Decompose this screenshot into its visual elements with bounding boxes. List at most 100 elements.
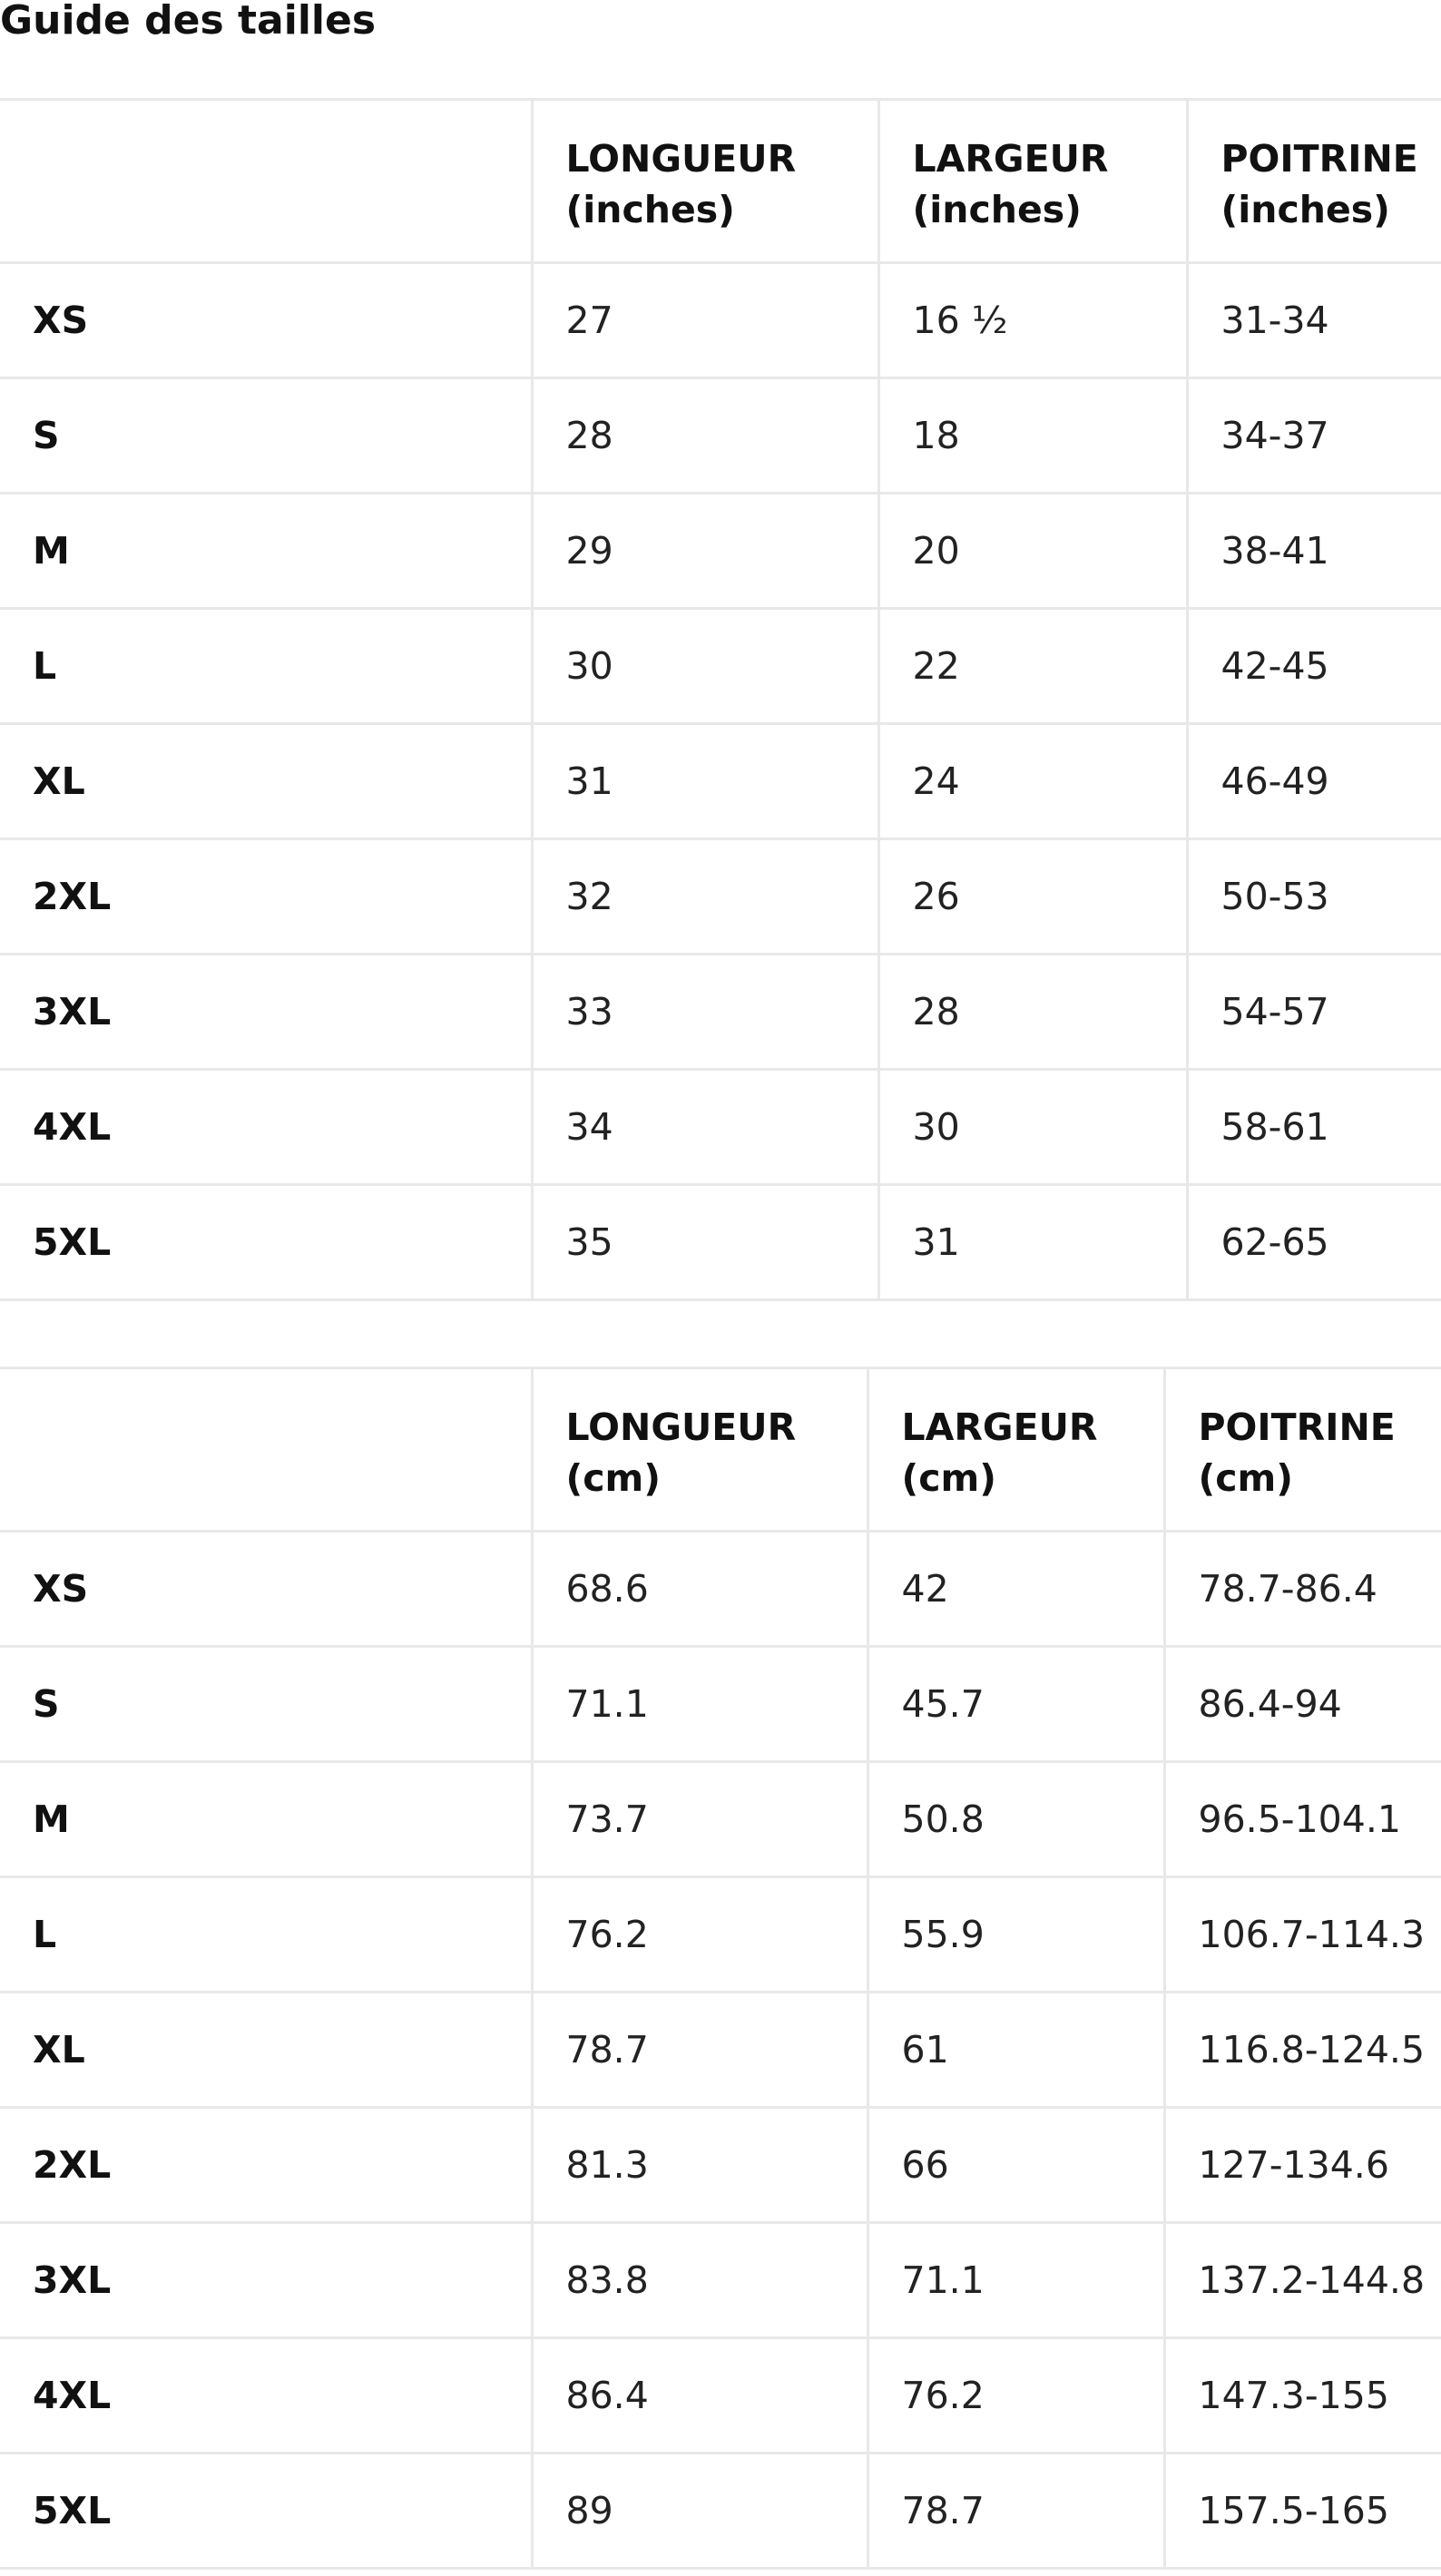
size-cell: XL bbox=[0, 1991, 534, 2109]
chest-cell: 137.2-144.8 bbox=[1162, 2221, 1441, 2339]
size-cell: S bbox=[0, 377, 534, 495]
length-cell: 86.4 bbox=[530, 2336, 869, 2454]
header-cell-chest: POITRINE (inches) bbox=[1185, 98, 1441, 264]
length-cell: 68.6 bbox=[530, 1530, 869, 1648]
size-cell: 4XL bbox=[0, 1068, 534, 1186]
size-table-inches: LONGUEUR (inches) LARGEUR (inches) POITR… bbox=[0, 98, 1441, 1301]
table-row: M 73.7 50.8 96.5-104.1 bbox=[0, 1760, 1441, 1878]
chest-cell: 31-34 bbox=[1185, 261, 1441, 379]
length-cell: 78.7 bbox=[530, 1991, 869, 2109]
width-cell: 28 bbox=[877, 953, 1189, 1071]
length-cell: 32 bbox=[530, 837, 880, 955]
table-row: 3XL 33 28 54-57 bbox=[0, 953, 1441, 1071]
length-cell: 31 bbox=[530, 722, 880, 840]
chest-cell: 54-57 bbox=[1185, 953, 1441, 1071]
size-cell: XL bbox=[0, 722, 534, 840]
table-row: XS 68.6 42 78.7-86.4 bbox=[0, 1530, 1441, 1648]
length-cell: 33 bbox=[530, 953, 880, 1071]
length-cell: 81.3 bbox=[530, 2106, 869, 2224]
size-cell: XS bbox=[0, 1530, 534, 1648]
table-row: XL 31 24 46-49 bbox=[0, 722, 1441, 840]
width-cell: 16 ½ bbox=[877, 261, 1189, 379]
table-row: 5XL 35 31 62-65 bbox=[0, 1183, 1441, 1301]
chest-cell: 38-41 bbox=[1185, 492, 1441, 610]
chest-cell: 50-53 bbox=[1185, 837, 1441, 955]
size-table-cm: LONGUEUR (cm) LARGEUR (cm) POITRINE (cm)… bbox=[0, 1366, 1441, 2570]
table-row: S 71.1 45.7 86.4-94 bbox=[0, 1645, 1441, 1763]
header-cell-width: LARGEUR (cm) bbox=[866, 1366, 1166, 1533]
width-cell: 31 bbox=[877, 1183, 1189, 1301]
header-cell-size bbox=[0, 98, 534, 264]
chest-cell: 86.4-94 bbox=[1162, 1645, 1441, 1763]
table-header-row: LONGUEUR (inches) LARGEUR (inches) POITR… bbox=[0, 98, 1441, 264]
table-row: 2XL 32 26 50-53 bbox=[0, 837, 1441, 955]
length-cell: 34 bbox=[530, 1068, 880, 1186]
size-cell: L bbox=[0, 1876, 534, 1993]
size-cell: 4XL bbox=[0, 2336, 534, 2454]
size-cell: L bbox=[0, 607, 534, 725]
chest-cell: 34-37 bbox=[1185, 377, 1441, 495]
length-cell: 35 bbox=[530, 1183, 880, 1301]
chest-cell: 157.5-165 bbox=[1162, 2452, 1441, 2570]
width-cell: 20 bbox=[877, 492, 1189, 610]
table-row: 4XL 34 30 58-61 bbox=[0, 1068, 1441, 1186]
width-cell: 66 bbox=[866, 2106, 1166, 2224]
header-cell-length: LONGUEUR (inches) bbox=[530, 98, 880, 264]
width-cell: 55.9 bbox=[866, 1876, 1166, 1993]
length-cell: 71.1 bbox=[530, 1645, 869, 1763]
size-cell: 5XL bbox=[0, 1183, 534, 1301]
width-cell: 30 bbox=[877, 1068, 1189, 1186]
chest-cell: 96.5-104.1 bbox=[1162, 1760, 1441, 1878]
table-row: XS 27 16 ½ 31-34 bbox=[0, 261, 1441, 379]
size-cell: 3XL bbox=[0, 2221, 534, 2339]
length-cell: 73.7 bbox=[530, 1760, 869, 1878]
table-row: S 28 18 34-37 bbox=[0, 377, 1441, 495]
size-cell: S bbox=[0, 1645, 534, 1763]
table-row: 4XL 86.4 76.2 147.3-155 bbox=[0, 2336, 1441, 2454]
chest-cell: 42-45 bbox=[1185, 607, 1441, 725]
table-row: L 30 22 42-45 bbox=[0, 607, 1441, 725]
table-row: 3XL 83.8 71.1 137.2-144.8 bbox=[0, 2221, 1441, 2339]
width-cell: 22 bbox=[877, 607, 1189, 725]
chest-cell: 46-49 bbox=[1185, 722, 1441, 840]
length-cell: 29 bbox=[530, 492, 880, 610]
width-cell: 42 bbox=[866, 1530, 1166, 1648]
width-cell: 18 bbox=[877, 377, 1189, 495]
page-title: Guide des tailles bbox=[0, 0, 377, 44]
size-cell: 2XL bbox=[0, 837, 534, 955]
size-cell: 3XL bbox=[0, 953, 534, 1071]
size-cell: 5XL bbox=[0, 2452, 534, 2570]
size-cell: 2XL bbox=[0, 2106, 534, 2224]
width-cell: 50.8 bbox=[866, 1760, 1166, 1878]
size-cell: M bbox=[0, 1760, 534, 1878]
table-header-row: LONGUEUR (cm) LARGEUR (cm) POITRINE (cm) bbox=[0, 1366, 1441, 1533]
length-cell: 89 bbox=[530, 2452, 869, 2570]
length-cell: 30 bbox=[530, 607, 880, 725]
width-cell: 78.7 bbox=[866, 2452, 1166, 2570]
table-row: M 29 20 38-41 bbox=[0, 492, 1441, 610]
chest-cell: 127-134.6 bbox=[1162, 2106, 1441, 2224]
chest-cell: 58-61 bbox=[1185, 1068, 1441, 1186]
table-row: L 76.2 55.9 106.7-114.3 bbox=[0, 1876, 1441, 1993]
chest-cell: 62-65 bbox=[1185, 1183, 1441, 1301]
table-row: 2XL 81.3 66 127-134.6 bbox=[0, 2106, 1441, 2224]
length-cell: 83.8 bbox=[530, 2221, 869, 2339]
header-cell-chest: POITRINE (cm) bbox=[1162, 1366, 1441, 1533]
header-cell-size bbox=[0, 1366, 534, 1533]
width-cell: 26 bbox=[877, 837, 1189, 955]
header-cell-length: LONGUEUR (cm) bbox=[530, 1366, 869, 1533]
width-cell: 61 bbox=[866, 1991, 1166, 2109]
table-row: 5XL 89 78.7 157.5-165 bbox=[0, 2452, 1441, 2570]
size-cell: XS bbox=[0, 261, 534, 379]
chest-cell: 116.8-124.5 bbox=[1162, 1991, 1441, 2109]
chest-cell: 78.7-86.4 bbox=[1162, 1530, 1441, 1648]
width-cell: 76.2 bbox=[866, 2336, 1166, 2454]
length-cell: 27 bbox=[530, 261, 880, 379]
chest-cell: 147.3-155 bbox=[1162, 2336, 1441, 2454]
length-cell: 76.2 bbox=[530, 1876, 869, 1993]
header-cell-width: LARGEUR (inches) bbox=[877, 98, 1189, 264]
chest-cell: 106.7-114.3 bbox=[1162, 1876, 1441, 1993]
width-cell: 45.7 bbox=[866, 1645, 1166, 1763]
table-row: XL 78.7 61 116.8-124.5 bbox=[0, 1991, 1441, 2109]
width-cell: 71.1 bbox=[866, 2221, 1166, 2339]
